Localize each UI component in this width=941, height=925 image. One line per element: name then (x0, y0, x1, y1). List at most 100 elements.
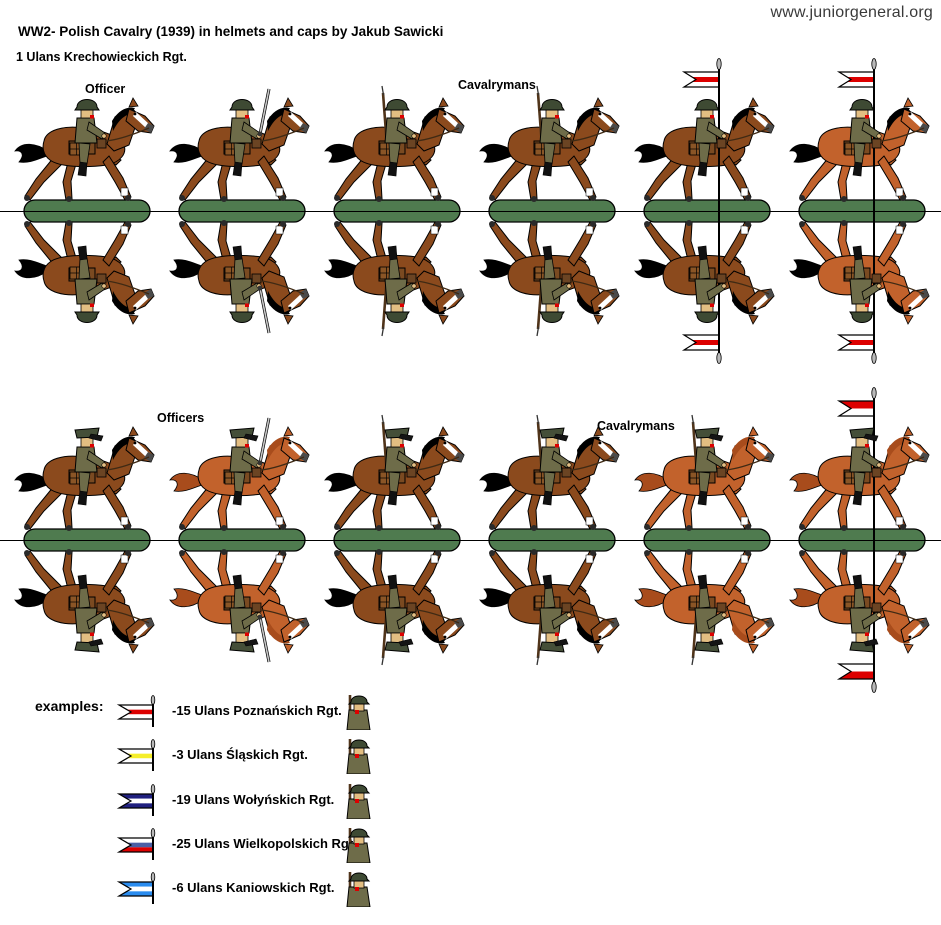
cavalry-figure-half (479, 85, 620, 202)
rider (694, 245, 727, 323)
cavalry-bust-icon (346, 739, 371, 774)
page-title: WW2- Polish Cavalry (1939) in helmets an… (18, 24, 444, 39)
cavalry-bust-icon (346, 828, 371, 863)
reins (570, 280, 615, 295)
horse-blaze (598, 112, 614, 128)
rider (849, 99, 882, 177)
collar-tab (400, 303, 404, 307)
rider (74, 427, 107, 506)
reins (570, 127, 615, 142)
rider (74, 245, 107, 323)
lance-pennant-icon (836, 540, 877, 693)
horse-tail (324, 588, 361, 608)
rider-arm (861, 611, 881, 630)
reins (725, 280, 770, 295)
collar-tab (245, 115, 249, 119)
boot (387, 245, 398, 261)
reins (105, 609, 150, 624)
horse-blaze (908, 294, 924, 310)
example-item: -3 Ulans Śląskich Rgt. (0, 738, 420, 774)
helmet-icon (229, 99, 255, 111)
reins (105, 280, 150, 295)
boot (852, 161, 863, 177)
front-pouch (406, 467, 417, 478)
front-pouch (251, 273, 262, 284)
collar-tab (90, 632, 94, 636)
boot (697, 245, 708, 261)
boot (232, 161, 243, 177)
cavalry-unit (14, 426, 155, 654)
horse-tail (324, 472, 361, 492)
cavalry-figure-half (789, 387, 930, 540)
site-url[interactable]: www.juniorgeneral.org (770, 4, 933, 21)
rider-arm (396, 611, 416, 630)
mirrored-reflection (789, 540, 930, 693)
horse-tail (169, 588, 206, 608)
example-item: -19 Ulans Wołyńskich Rgt. (0, 783, 420, 819)
example-label: -3 Ulans Śląskich Rgt. (172, 747, 308, 762)
boot (697, 574, 708, 590)
horse-blaze (753, 112, 769, 128)
boot (697, 161, 708, 177)
rider-arm (241, 282, 261, 301)
rider (849, 245, 882, 323)
pennant-white-blue-red-icon (116, 828, 156, 860)
collar-tab (710, 303, 714, 307)
reins (570, 456, 615, 471)
boot (542, 161, 553, 177)
rider (539, 245, 572, 323)
horse-blaze (598, 294, 614, 310)
front-pouch (716, 273, 727, 284)
rider-arm (861, 121, 881, 140)
horse-blaze (753, 623, 769, 639)
front-pouch (96, 138, 107, 149)
collar-tab (400, 632, 404, 636)
collar-tab (865, 444, 869, 448)
reins (415, 456, 460, 471)
boot (77, 574, 88, 590)
front-pouch (561, 138, 572, 149)
collar-tab (90, 444, 94, 448)
rider (539, 99, 572, 177)
boot (232, 245, 243, 261)
collar-tab (555, 303, 559, 307)
reins (570, 609, 615, 624)
reins (880, 280, 925, 295)
example-item: -25 Ulans Wielkopolskich Rgt. (0, 827, 420, 863)
horse-blaze (753, 294, 769, 310)
horse-tail (324, 259, 361, 279)
rider (539, 574, 572, 653)
reins (415, 609, 460, 624)
cavalry-figure-half (169, 88, 310, 202)
mirrored-reflection (479, 220, 620, 337)
cavalry-figure-half (789, 58, 930, 211)
boot (77, 245, 88, 261)
cavalry-unit (479, 85, 620, 337)
regiment-subtitle: 1 Ulans Krechowieckich Rgt. (16, 50, 187, 64)
reins (880, 127, 925, 142)
rider-arm (551, 282, 571, 301)
horse-tail (169, 472, 206, 492)
front-pouch (716, 467, 727, 478)
horse-tail (789, 472, 826, 492)
front-pouch (871, 467, 882, 478)
horse-tail (634, 472, 671, 492)
cavalry-figure-half (479, 220, 620, 337)
cavalry-figure-half (634, 549, 775, 666)
front-pouch (96, 273, 107, 284)
boot (77, 161, 88, 177)
rider-arm (551, 611, 571, 630)
front-pouch (251, 602, 262, 613)
cavalry-figure-half (324, 220, 465, 337)
mirrored-reflection (324, 549, 465, 666)
rider (384, 99, 417, 177)
rider-arm (861, 450, 881, 469)
horse-blaze (288, 294, 304, 310)
rider (384, 245, 417, 323)
front-pouch (716, 602, 727, 613)
mirrored-reflection (169, 549, 310, 663)
row-label: Officers (157, 411, 205, 425)
example-item: -15 Ulans Poznańskich Rgt. (0, 694, 420, 730)
horse-tail (634, 588, 671, 608)
front-pouch (96, 602, 107, 613)
